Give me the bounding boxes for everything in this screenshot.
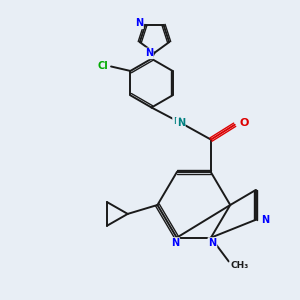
Text: H: H [173, 117, 181, 126]
Text: N: N [208, 238, 217, 248]
Text: O: O [239, 118, 248, 128]
Text: CH₃: CH₃ [230, 260, 248, 269]
Text: N: N [261, 215, 269, 225]
Text: N: N [171, 238, 179, 248]
Text: N: N [177, 118, 185, 128]
Text: Cl: Cl [97, 61, 108, 71]
Text: N: N [145, 48, 153, 59]
Text: N: N [135, 18, 143, 28]
